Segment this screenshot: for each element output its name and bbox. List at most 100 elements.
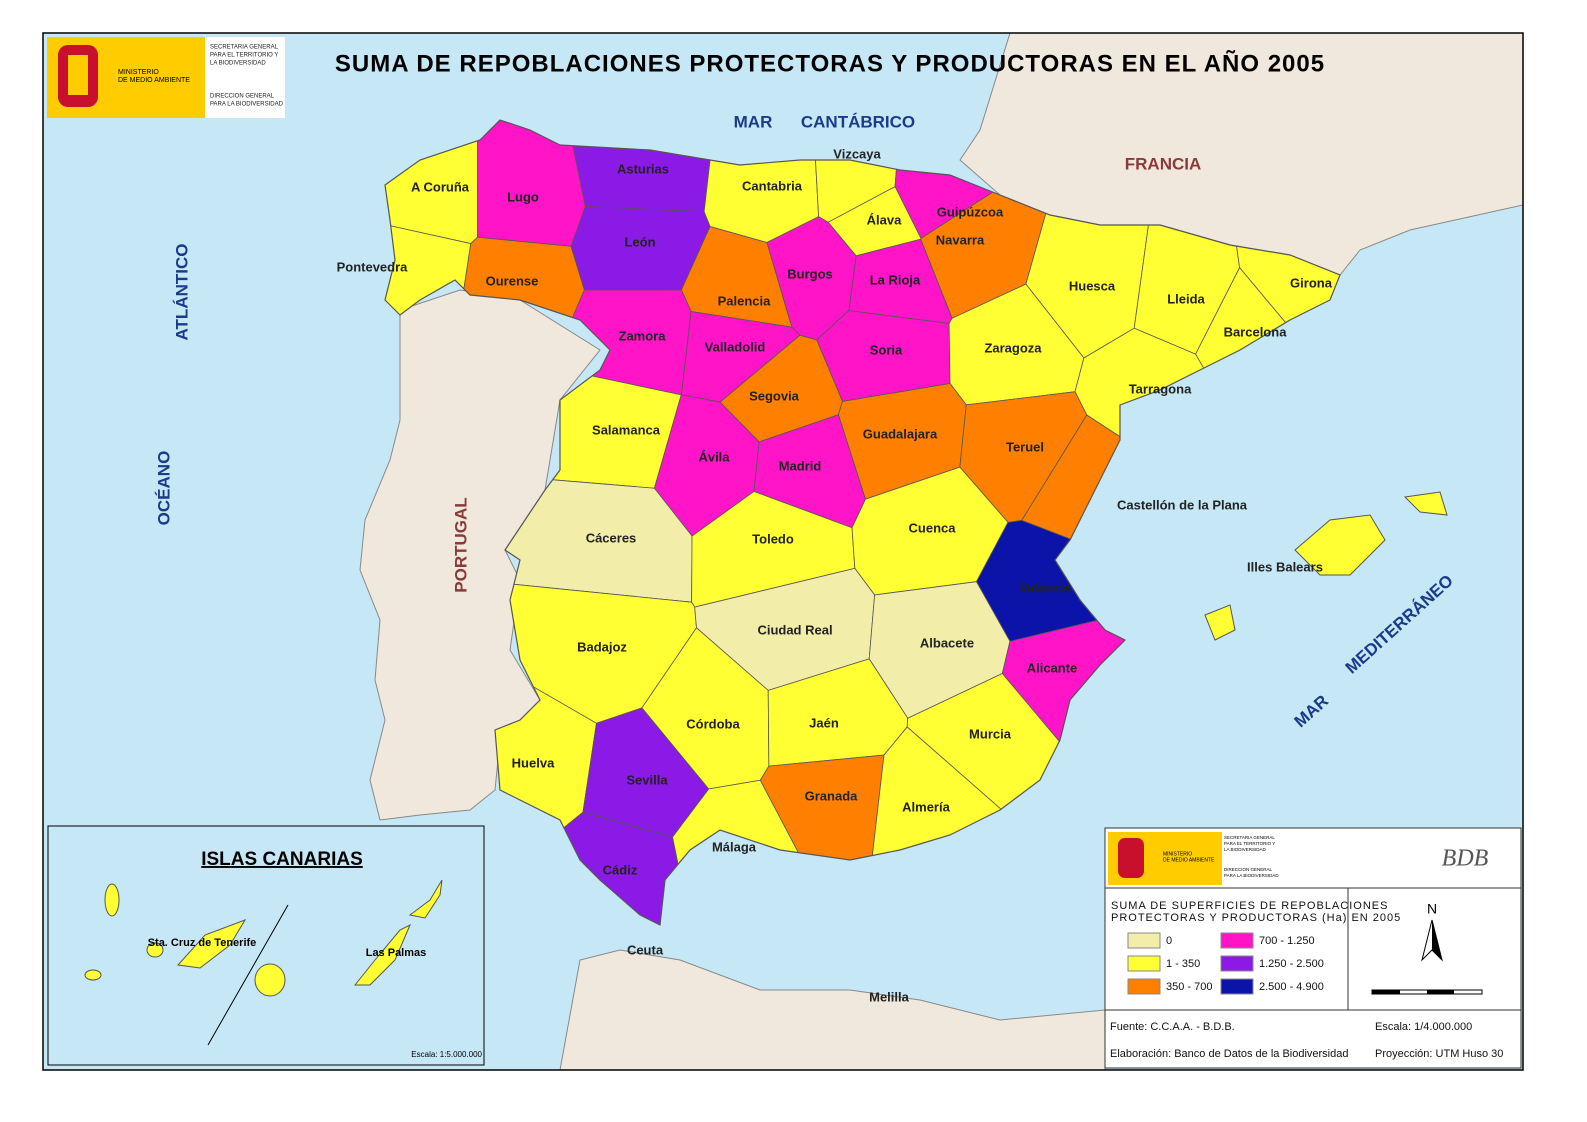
sea-label: ATLÁNTICO <box>172 244 191 341</box>
legend: MINISTERIO DE MEDIO AMBIENTE SECRETARIA … <box>1104 827 1522 1069</box>
province-label: La Rioja <box>870 272 921 287</box>
frame <box>42 32 1524 1071</box>
country-label: PORTUGAL <box>451 497 470 592</box>
logo-text: PARA EL TERRITORIO Y <box>1224 841 1275 846</box>
province-label: Cáceres <box>586 530 637 545</box>
island <box>353 923 411 986</box>
province-label: Cantabria <box>742 178 803 193</box>
province-label: Córdoba <box>686 716 740 731</box>
logo-text: LA BIODIVERSIDAD <box>1224 847 1267 852</box>
province-label: Segovia <box>749 388 800 403</box>
logo-panel <box>205 37 285 118</box>
province-label: Ourense <box>486 273 539 288</box>
map-title: SUMA DE REPOBLACIONES PROTECTORAS Y PROD… <box>335 49 1325 77</box>
province-label: León <box>624 234 655 249</box>
logo-text: DE MEDIO AMBIENTE <box>118 77 190 84</box>
province-label: Valencia <box>1019 580 1072 595</box>
island <box>254 963 286 997</box>
province-label: Guadalajara <box>863 426 938 441</box>
credits: Elaboración: Banco de Datos de la Biodiv… <box>1110 1048 1348 1060</box>
province-label: Tarragona <box>1129 381 1192 396</box>
logo-text: SECRETARIA GENERAL <box>1224 835 1275 840</box>
province-label: Alicante <box>1027 660 1078 675</box>
logo-text: DIRECCION GENERAL <box>210 94 275 100</box>
projection: Proyección: UTM Huso 30 <box>1375 1048 1503 1060</box>
province-label: Sta. Cruz de Tenerife <box>148 937 257 949</box>
canarias-inset <box>47 825 485 1066</box>
tenerife-islands <box>84 883 247 981</box>
island <box>1204 604 1236 641</box>
province-label: Barcelona <box>1224 324 1288 339</box>
scale: Escala: 1/4.000.000 <box>1375 1021 1472 1033</box>
province-label: Castellón de la Plana <box>1117 497 1248 512</box>
city-label: Ceuta <box>627 942 664 957</box>
legend-title: PROTECTORAS Y PRODUCTORAS (Ha) EN 2005 <box>1111 912 1401 924</box>
province-label: Girona <box>1290 275 1333 290</box>
legend-items: 0 1 - 350 350 - 700 700 - 1.250 1.250 - 2.50… <box>1127 932 1324 995</box>
province-label: Cuenca <box>909 520 957 535</box>
island <box>146 942 164 958</box>
island <box>84 969 102 981</box>
province-label: Lleida <box>1167 291 1205 306</box>
province-label: Huelva <box>512 755 555 770</box>
province-label: Zaragoza <box>984 340 1042 355</box>
province-label: Pontevedra <box>337 259 409 274</box>
province-label: Zamora <box>619 328 667 343</box>
island <box>104 883 120 917</box>
province-label: A Coruña <box>411 179 470 194</box>
island <box>176 919 247 969</box>
province-label: Soria <box>870 342 903 357</box>
legend-label: 1.250 - 2.500 <box>1259 958 1324 970</box>
legend-swatch <box>1127 955 1161 972</box>
island <box>1403 491 1448 516</box>
province-label: Burgos <box>787 266 833 281</box>
legend-swatch <box>1127 978 1161 995</box>
logo-text: LA BIODIVERSIDAD <box>210 61 266 67</box>
source: Fuente: C.C.A.A. - B.D.B. <box>1110 1021 1235 1033</box>
province-label: Madrid <box>779 458 822 473</box>
scale-bar <box>1427 990 1454 994</box>
province-label: Ávila <box>698 449 730 464</box>
bdb-logo: BDB <box>1442 846 1489 872</box>
province-label: Vizcaya <box>833 146 881 161</box>
logo-text: DE MEDIO AMBIENTE <box>1163 857 1215 863</box>
province-label: Albacete <box>920 635 974 650</box>
scale-bar <box>1372 990 1400 994</box>
province-label: Huesca <box>1069 278 1116 293</box>
province-labels: A Coruña Lugo Asturias Cantabria Vizcaya Guip… <box>337 146 1333 877</box>
province-label: Las Palmas <box>366 947 427 959</box>
province-label: Valladolid <box>705 339 766 354</box>
province-label: Teruel <box>1006 439 1044 454</box>
province-label: Asturias <box>617 161 669 176</box>
logo-text: PARA EL TERRITORIO Y <box>210 53 278 59</box>
legend-swatch <box>1127 932 1161 949</box>
sea-label: OCÉANO <box>154 451 173 526</box>
sea-label: MAR <box>734 112 773 131</box>
province-label: Granada <box>805 788 859 803</box>
island <box>408 879 443 919</box>
coat-of-arms <box>68 55 88 95</box>
logo-text: MINISTERIO <box>1163 851 1192 857</box>
province-label: Ciudad Real <box>757 622 832 637</box>
coat-of-arms <box>1118 838 1144 878</box>
baleares-label: Illes Balears <box>1247 559 1323 574</box>
legend-swatch <box>1220 932 1254 949</box>
logo-text: MINISTERIO <box>118 69 159 76</box>
province-label: Toledo <box>752 531 794 546</box>
logo-text: PARA LA BIODIVERSIDAD <box>210 102 284 108</box>
city-label: Melilla <box>869 989 910 1004</box>
province-label: Sevilla <box>626 772 668 787</box>
legend-label: 350 - 700 <box>1166 981 1212 993</box>
province-label: Palencia <box>718 293 772 308</box>
las-palmas-islands <box>254 879 443 997</box>
province-label: Salamanca <box>592 422 661 437</box>
province-label: Navarra <box>936 232 985 247</box>
legend-title: SUMA DE SUPERFICIES DE REPOBLACIONES <box>1111 900 1388 912</box>
north-label: N <box>1427 901 1437 917</box>
province-label: Lugo <box>507 189 539 204</box>
legend-label: 1 - 350 <box>1166 958 1200 970</box>
province-label: Almería <box>902 799 950 814</box>
inset-divider <box>207 904 289 1046</box>
